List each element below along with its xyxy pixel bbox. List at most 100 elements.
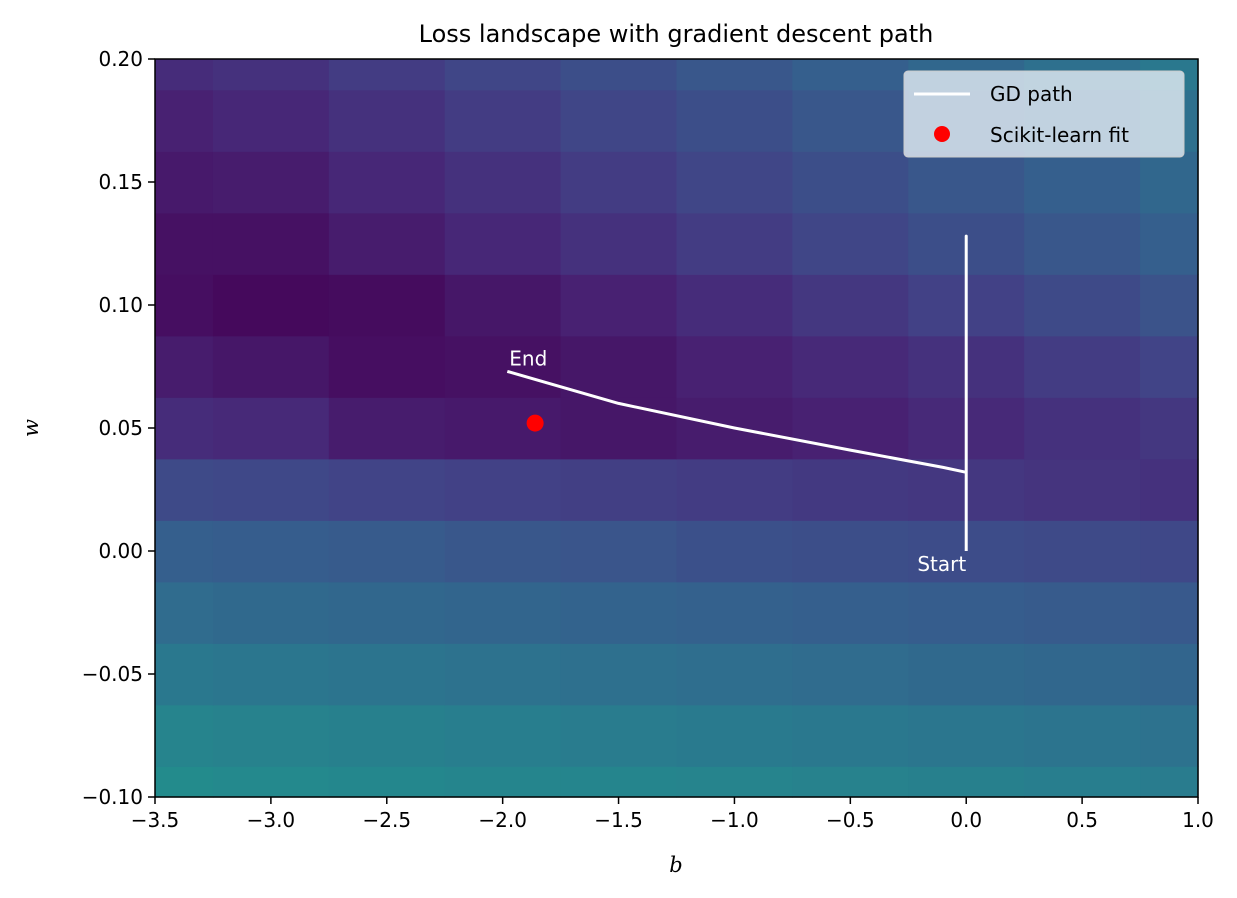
heatmap-cell xyxy=(155,643,214,706)
heatmap-cell xyxy=(1024,212,1141,275)
x-tick-label: −1.5 xyxy=(594,808,643,832)
heatmap-cell xyxy=(212,335,330,398)
heatmap-cell xyxy=(1140,274,1199,337)
heatmap-cell xyxy=(676,212,793,275)
heatmap-cell xyxy=(155,151,214,214)
heatmap-cell xyxy=(328,89,446,152)
heatmap-cell xyxy=(155,581,214,644)
heatmap-cell xyxy=(560,520,678,583)
heatmap-cell xyxy=(444,274,562,337)
heatmap-cell xyxy=(908,766,1025,798)
heatmap-cell xyxy=(444,704,562,767)
y-axis-ticks: −0.10 −0.05 0.00 0.05 0.10 0.15 0.20 xyxy=(82,47,155,809)
heatmap-cell xyxy=(1140,520,1199,583)
heatmap-cell xyxy=(792,274,909,337)
heatmap-cell xyxy=(560,212,678,275)
y-tick-label: −0.10 xyxy=(82,785,143,809)
heatmap-cell xyxy=(212,274,330,337)
heatmap-cell xyxy=(560,704,678,767)
heatmap-cell xyxy=(1140,212,1199,275)
heatmap-cell xyxy=(155,212,214,275)
heatmap-cell xyxy=(560,581,678,644)
heatmap-cell xyxy=(1024,704,1141,767)
heatmap-cell xyxy=(155,274,214,337)
x-tick-label: −3.5 xyxy=(131,808,180,832)
heatmap-cell xyxy=(908,704,1025,767)
heatmap-cell xyxy=(560,59,678,91)
heatmap-cell xyxy=(792,643,909,706)
heatmap-cell xyxy=(676,458,793,521)
heatmap-cell xyxy=(560,151,678,214)
sklearn-fit-point xyxy=(526,414,544,432)
heatmap-cell xyxy=(676,89,793,152)
heatmap-cell xyxy=(328,151,446,214)
x-tick-label: 1.0 xyxy=(1182,808,1214,832)
heatmap xyxy=(155,59,1199,798)
heatmap-cell xyxy=(212,643,330,706)
heatmap-cell xyxy=(792,520,909,583)
heatmap-cell xyxy=(155,520,214,583)
x-tick-label: 0.5 xyxy=(1066,808,1098,832)
heatmap-cell xyxy=(792,212,909,275)
annotation-start: Start xyxy=(917,552,966,576)
heatmap-cell xyxy=(155,458,214,521)
heatmap-cell xyxy=(328,335,446,398)
heatmap-cell xyxy=(676,151,793,214)
heatmap-cell xyxy=(328,274,446,337)
heatmap-cell xyxy=(560,397,678,460)
heatmap-cell xyxy=(560,89,678,152)
heatmap-cell xyxy=(444,151,562,214)
heatmap-cell xyxy=(792,766,909,798)
y-tick-label: 0.20 xyxy=(98,47,143,71)
heatmap-cell xyxy=(212,458,330,521)
heatmap-cell xyxy=(212,89,330,152)
x-tick-label: −2.0 xyxy=(478,808,527,832)
heatmap-cell xyxy=(1024,581,1141,644)
heatmap-cell xyxy=(792,458,909,521)
gd-path-line xyxy=(506,234,968,551)
heatmap-cell xyxy=(1140,643,1199,706)
legend-marker-swatch xyxy=(934,126,950,142)
heatmap-cell xyxy=(212,704,330,767)
heatmap-cell xyxy=(1024,335,1141,398)
heatmap-cell xyxy=(444,643,562,706)
heatmap-cell xyxy=(444,335,562,398)
heatmap-cell xyxy=(444,397,562,460)
heatmap-cell xyxy=(1140,581,1199,644)
heatmap-cell xyxy=(212,397,330,460)
y-tick-label: 0.00 xyxy=(98,539,143,563)
heatmap-cell xyxy=(1024,520,1141,583)
heatmap-cell xyxy=(908,643,1025,706)
heatmap-cell xyxy=(1024,458,1141,521)
heatmap-cell xyxy=(328,643,446,706)
heatmap-cell xyxy=(328,766,446,798)
heatmap-cell xyxy=(155,704,214,767)
heatmap-cell xyxy=(676,581,793,644)
y-tick-label: −0.05 xyxy=(82,662,143,686)
x-axis-label: b xyxy=(669,853,682,877)
legend-label-sklearn-fit: Scikit-learn fit xyxy=(990,123,1129,147)
heatmap-cell xyxy=(792,581,909,644)
heatmap-cell xyxy=(155,397,214,460)
heatmap-cell xyxy=(444,766,562,798)
heatmap-cell xyxy=(1140,335,1199,398)
heatmap-cell xyxy=(1140,766,1199,798)
heatmap-cell xyxy=(328,581,446,644)
heatmap-cell xyxy=(155,89,214,152)
heatmap-cell xyxy=(212,212,330,275)
heatmap-cell xyxy=(444,59,562,91)
heatmap-cell xyxy=(328,704,446,767)
heatmap-cell xyxy=(212,581,330,644)
x-tick-label: −0.5 xyxy=(826,808,875,832)
heatmap-cell xyxy=(444,581,562,644)
heatmap-cell xyxy=(328,59,446,91)
x-axis-ticks: −3.5 −3.0 −2.5 −2.0 −1.5 −1.0 −0.5 0.0 0.5 1.0 xyxy=(131,797,1214,832)
heatmap-cell xyxy=(212,59,330,91)
heatmap-cell xyxy=(1024,397,1141,460)
heatmap-cell xyxy=(1024,643,1141,706)
heatmap-cell xyxy=(444,89,562,152)
y-tick-label: 0.05 xyxy=(98,416,143,440)
heatmap-cell xyxy=(676,335,793,398)
heatmap-cell xyxy=(1024,766,1141,798)
